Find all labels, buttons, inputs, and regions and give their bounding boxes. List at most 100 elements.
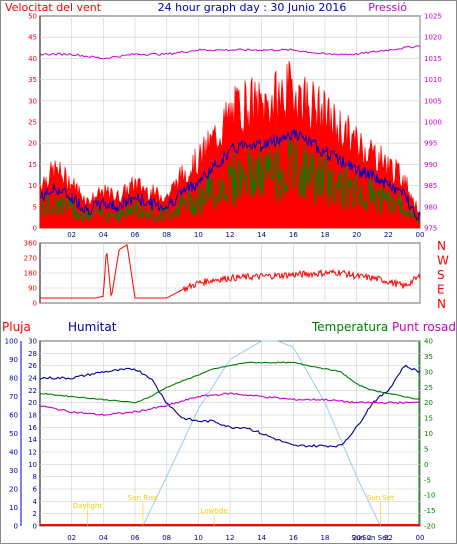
temp-x-tick: 06	[131, 534, 140, 542]
wind-x-tick: 10	[194, 231, 203, 239]
sunset-label: Sun Set	[367, 494, 394, 502]
temp-x-tick: 04	[99, 534, 108, 542]
pressure-y-tick: 980	[424, 203, 437, 211]
wind-x-tick: 06	[131, 231, 140, 239]
temp-y-tick: 5	[424, 445, 428, 453]
wind-y-tick: 10	[28, 182, 37, 190]
wind-y-tick: 50	[28, 13, 37, 21]
rain-y-tick: 0	[14, 523, 18, 531]
temp-x-tick: 02	[67, 534, 76, 542]
wind-y-tick: 20	[28, 140, 37, 148]
wind-y-tick: 35	[28, 76, 37, 84]
pressure-y-tick: 1015	[424, 55, 442, 63]
dewpoint-series	[39, 392, 421, 417]
pressure-y-tick: 985	[424, 182, 437, 190]
rain-y-tick: 20	[9, 486, 18, 494]
rain-y-tick: 80	[9, 375, 18, 383]
wind-y-tick: 30	[28, 97, 37, 105]
pressure-y-tick: 990	[424, 161, 437, 169]
compass-label: S	[437, 268, 445, 282]
dewpoint-title: Punt rosada	[392, 320, 457, 334]
temp-y-tick: 40	[424, 338, 433, 346]
rain-y-tick: 30	[9, 467, 18, 475]
chart-title: 24 hour graph day : 30 Junio 2016	[158, 1, 347, 14]
temp-x-tick: 14	[257, 534, 266, 542]
wind-speed-series	[39, 138, 421, 224]
wind-average-series	[39, 128, 421, 221]
sun2-axis-label: Sun 2	[351, 534, 371, 542]
wind-x-tick: 20	[352, 231, 361, 239]
humidity-y-tick: 22	[28, 387, 37, 395]
temp-y-tick: 15	[424, 415, 433, 423]
pressure-y-tick: 975	[424, 225, 437, 233]
humidity-y-tick: 12	[28, 449, 37, 457]
wind-x-tick: 08	[162, 231, 171, 239]
direction-y-tick: 270	[24, 255, 37, 263]
wind-y-tick: 0	[33, 225, 37, 233]
wind-x-tick: 00	[416, 231, 425, 239]
humidity-y-tick: 30	[28, 338, 37, 346]
humidity-y-tick: 18	[28, 412, 37, 420]
pressure-y-tick: 1005	[424, 97, 442, 105]
wind-y-tick: 45	[28, 34, 37, 42]
temp-y-tick: -15	[424, 507, 435, 515]
compass-label: W	[437, 254, 449, 268]
pressure-y-tick: 1020	[424, 34, 442, 42]
wind-y-tick: 40	[28, 55, 37, 63]
wind-x-tick: 02	[67, 231, 76, 239]
pressure-y-tick: 995	[424, 140, 437, 148]
compass-label: N	[437, 239, 446, 253]
sunset-axis-label: Sun Set	[362, 534, 389, 542]
temp-x-tick: 16	[289, 534, 298, 542]
compass-label: N	[437, 297, 446, 311]
rain-y-tick: 90	[9, 356, 18, 364]
lowtide-label: Lowtide	[201, 507, 228, 515]
direction-y-tick: 180	[24, 270, 37, 278]
compass-label: E	[437, 283, 445, 297]
humidity-y-tick: 0	[33, 523, 37, 531]
direction-y-tick: 90	[28, 285, 37, 293]
temp-y-tick: -20	[424, 523, 435, 531]
humidity-y-tick: 24	[28, 375, 37, 383]
rain-y-tick: 60	[9, 412, 18, 420]
wind-gust-series	[39, 60, 421, 229]
temp-y-tick: -5	[424, 476, 431, 484]
humidity-title: Humitat	[68, 320, 117, 334]
humidity-y-tick: 26	[28, 362, 37, 370]
wind-y-tick: 15	[28, 161, 37, 169]
direction-y-tick: 360	[24, 240, 37, 248]
temp-x-tick: 22	[384, 534, 393, 542]
humidity-y-tick: 4	[33, 498, 38, 506]
temp-x-tick: 18	[321, 534, 330, 542]
temp-y-tick: 0	[424, 461, 428, 469]
pressure-series	[39, 45, 421, 60]
wind-x-tick: 12	[226, 231, 235, 239]
temp-x-tick: 08	[162, 534, 171, 542]
pressure-title: Pressió	[368, 1, 407, 14]
wind-x-tick: 04	[99, 231, 108, 239]
wind-y-tick: 25	[28, 119, 37, 127]
wind-title: Velocitat del vent	[5, 1, 102, 14]
humidity-y-tick: 20	[28, 399, 37, 407]
sunrise-label: Sun Rise	[128, 494, 158, 502]
humidity-y-tick: 6	[33, 486, 38, 494]
temp-y-tick: 25	[424, 384, 433, 392]
wind-x-tick: 22	[384, 231, 393, 239]
humidity-series	[39, 364, 421, 448]
rain-title: Pluja	[2, 320, 31, 334]
wind-x-tick: 14	[257, 231, 266, 239]
pressure-y-tick: 1010	[424, 76, 442, 84]
temp-y-tick: -10	[424, 492, 435, 500]
temp-y-tick: 20	[424, 399, 433, 407]
rain-y-tick: 10	[9, 504, 18, 512]
daylight-label: Daylight	[73, 502, 103, 510]
wind-x-tick: 18	[321, 231, 330, 239]
temp-y-tick: 30	[424, 368, 433, 376]
temp-x-tick: 10	[194, 534, 203, 542]
pressure-y-tick: 1025	[424, 13, 442, 21]
